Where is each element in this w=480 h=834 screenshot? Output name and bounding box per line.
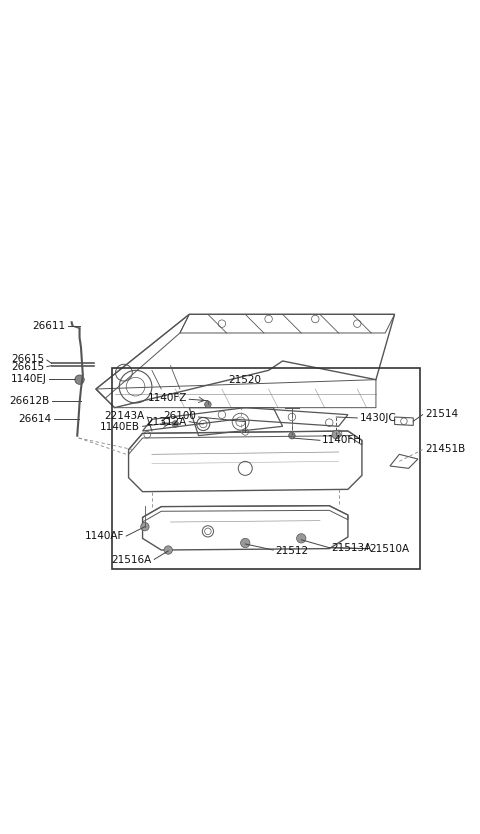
Text: 1140EJ: 1140EJ (11, 374, 47, 384)
Text: 26615: 26615 (12, 362, 45, 372)
Circle shape (75, 375, 84, 384)
Text: 22143A: 22143A (105, 411, 145, 421)
Text: 21510A: 21510A (369, 544, 409, 554)
Text: 26100: 26100 (163, 411, 196, 421)
Text: 1140FZ: 1140FZ (147, 394, 187, 404)
Text: 21513A: 21513A (332, 543, 372, 553)
Circle shape (172, 420, 179, 427)
Text: 26615: 26615 (12, 354, 45, 364)
Text: 26611: 26611 (33, 321, 66, 331)
Circle shape (164, 545, 172, 555)
Text: 21512: 21512 (276, 546, 309, 556)
Text: 26614: 26614 (18, 414, 51, 425)
Circle shape (297, 534, 306, 543)
Text: 21514: 21514 (425, 409, 458, 419)
Text: 26612B: 26612B (9, 395, 49, 405)
Text: 1430JC: 1430JC (360, 413, 396, 423)
Text: 21516A: 21516A (112, 555, 152, 565)
Circle shape (288, 432, 295, 439)
Circle shape (141, 522, 149, 531)
Text: 21451B: 21451B (425, 444, 465, 454)
Circle shape (204, 401, 211, 408)
Text: 21312A: 21312A (147, 417, 187, 427)
Text: 21520: 21520 (229, 374, 262, 384)
Text: 1140EB: 1140EB (100, 422, 140, 432)
Circle shape (332, 430, 340, 439)
Text: 1140AF: 1140AF (84, 531, 124, 541)
Text: 1140FH: 1140FH (322, 435, 362, 445)
Circle shape (240, 539, 250, 548)
